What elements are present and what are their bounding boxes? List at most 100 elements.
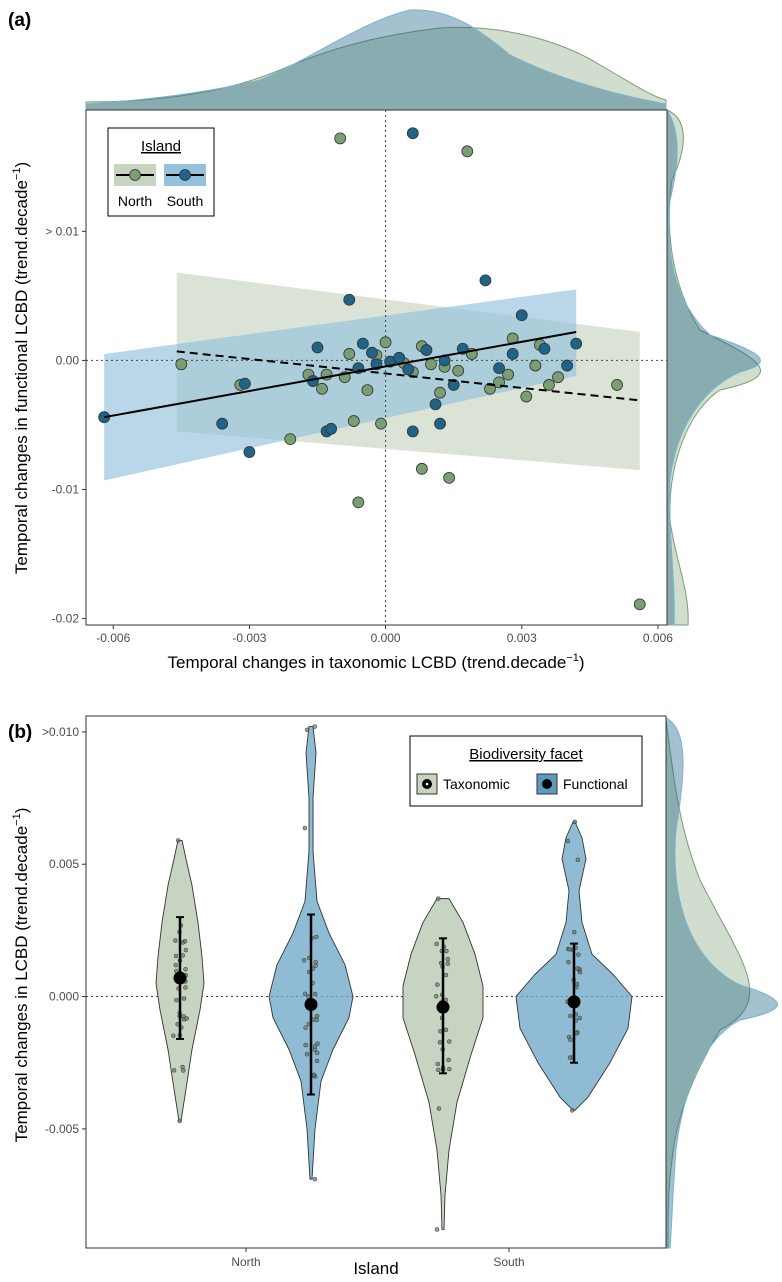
- jitter-point: [180, 953, 186, 958]
- jitter-point: [446, 1039, 452, 1044]
- jitter-point: [569, 1108, 575, 1113]
- point-north: [434, 386, 446, 399]
- jitter-point: [302, 991, 308, 997]
- point-south: [238, 377, 251, 390]
- x-tick-label: 0.000: [371, 631, 401, 645]
- x-tick-label: 0.006: [643, 631, 673, 645]
- point-north: [316, 382, 328, 395]
- top-marginal-density: [85, 9, 667, 111]
- mean-point-north-taxonomic: [173, 971, 187, 985]
- jitter-point: [312, 1176, 318, 1182]
- jitter-point: [175, 838, 181, 843]
- right-marginal-density: [666, 108, 761, 626]
- jitter-point: [436, 1067, 441, 1073]
- legend-a-title: Island: [141, 138, 181, 155]
- jitter-point: [183, 947, 189, 953]
- jitter-point: [577, 969, 583, 975]
- right-density-north: [666, 109, 761, 626]
- jitter-point: [566, 959, 571, 965]
- y-tick-label: -0.005: [45, 1122, 79, 1136]
- jitter-point: [173, 953, 179, 959]
- legend-key-functional-point: [542, 779, 552, 789]
- point-north: [529, 359, 542, 372]
- point-north: [347, 415, 360, 427]
- jitter-point: [314, 934, 319, 940]
- jitter-point: [177, 1118, 182, 1124]
- point-south: [406, 425, 419, 438]
- jitter-point: [446, 1057, 451, 1063]
- jitter-point: [443, 1027, 449, 1033]
- y-tick-label: 0.005: [49, 857, 79, 871]
- mean-point-south-functional: [567, 995, 581, 1009]
- jitter-point: [435, 982, 440, 987]
- point-north: [343, 348, 356, 360]
- y-tick-label: 0.00: [56, 353, 80, 367]
- jitter-point: [314, 1013, 320, 1019]
- jitter-point: [314, 1058, 320, 1064]
- point-north: [352, 496, 365, 509]
- jitter-point: [182, 938, 188, 944]
- point-south: [216, 417, 229, 430]
- point-south: [538, 342, 551, 355]
- jitter-point: [311, 1072, 317, 1078]
- x-axis-a: -0.006 -0.003 0.000 0.003 0.006: [96, 625, 673, 645]
- mean-point-north-functional: [304, 997, 318, 1011]
- legend-label-functional: Functional: [563, 776, 628, 792]
- scatter-points: [98, 127, 646, 611]
- jitter-point: [445, 956, 451, 962]
- point-north: [520, 390, 533, 403]
- jitter-point: [174, 997, 179, 1003]
- x-tick-label: 0.003: [507, 631, 537, 645]
- y-axis-title-a: Temporal changes in functional LCBD (tre…: [11, 162, 31, 574]
- point-south: [429, 398, 442, 411]
- jitter-point: [575, 857, 581, 863]
- jitter-point: [312, 991, 318, 997]
- point-south: [493, 362, 505, 375]
- point-south: [393, 351, 406, 364]
- jitter-point: [568, 1013, 573, 1019]
- jitter-point: [575, 966, 580, 971]
- jitter-point: [301, 958, 307, 963]
- jitter-point: [445, 961, 451, 966]
- panel-b-label: (b): [8, 722, 32, 743]
- regression-lines: [103, 331, 640, 419]
- point-north: [502, 368, 515, 381]
- point-north: [461, 145, 474, 158]
- jitter-point: [314, 1017, 319, 1023]
- jitter-point: [567, 946, 572, 952]
- point-north: [334, 132, 347, 145]
- panel-a: (a) -0.006 -0.003 0.000 0.003 0.006 -0.02-0.…: [8, 9, 761, 672]
- legend-b-box: [409, 735, 643, 807]
- point-south: [343, 293, 356, 306]
- jitter-point: [576, 952, 581, 957]
- point-north: [175, 358, 188, 371]
- point-south: [356, 337, 369, 350]
- jitter-point: [577, 1015, 583, 1021]
- y-tick-label: 0.000: [49, 990, 79, 1004]
- point-south: [506, 348, 519, 360]
- point-south: [447, 379, 460, 391]
- y-axis-a: -0.02 -0.01 0.00 > 0.01: [45, 224, 86, 626]
- point-north: [443, 471, 456, 484]
- point-south: [311, 341, 324, 354]
- legend-key-south-point: [179, 169, 191, 181]
- panel-b: (b) North South -0.005 0.000 0.005 >0.010 Bi…: [8, 715, 778, 1278]
- point-south: [479, 274, 492, 287]
- jitter-point: [303, 1025, 308, 1030]
- point-south: [515, 309, 528, 322]
- jitter-point: [173, 938, 178, 943]
- jitter-point: [443, 972, 449, 978]
- point-north: [375, 417, 387, 430]
- jitter-point: [183, 967, 188, 972]
- point-south: [406, 127, 419, 140]
- jitter-point: [436, 896, 441, 901]
- legend-key-taxonomic-dot: [425, 782, 429, 786]
- x-tick-label-south: South: [493, 1255, 524, 1269]
- jitter-point: [572, 819, 578, 825]
- point-north: [552, 371, 564, 384]
- jitter-point: [173, 962, 179, 968]
- point-south: [561, 359, 574, 372]
- point-north: [452, 364, 465, 377]
- point-south: [420, 344, 433, 356]
